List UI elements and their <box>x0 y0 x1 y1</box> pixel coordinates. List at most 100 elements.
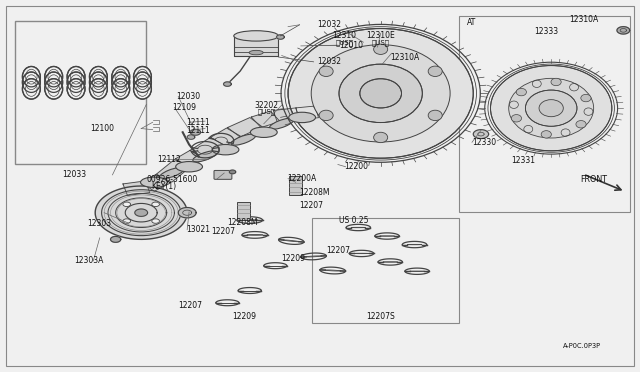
Ellipse shape <box>428 110 442 121</box>
Ellipse shape <box>269 118 294 129</box>
Polygon shape <box>273 108 300 122</box>
Ellipse shape <box>339 64 422 122</box>
Ellipse shape <box>234 31 278 41</box>
Text: 12310: 12310 <box>332 31 356 41</box>
Text: 12310A: 12310A <box>390 52 419 61</box>
Text: 12303: 12303 <box>87 219 111 228</box>
Polygon shape <box>473 130 488 138</box>
Polygon shape <box>141 174 170 191</box>
Text: 12109: 12109 <box>172 103 196 112</box>
Text: 〈US〉: 〈US〉 <box>372 39 390 46</box>
Ellipse shape <box>134 67 152 87</box>
Ellipse shape <box>581 94 591 102</box>
FancyBboxPatch shape <box>214 170 232 179</box>
Text: 12331: 12331 <box>511 156 536 165</box>
Text: 12032: 12032 <box>317 57 341 66</box>
Ellipse shape <box>67 72 85 92</box>
Text: 12030: 12030 <box>176 92 200 101</box>
Ellipse shape <box>67 79 85 99</box>
Bar <box>237 202 250 221</box>
Text: 12330: 12330 <box>472 138 496 147</box>
Ellipse shape <box>249 50 263 55</box>
Text: 12209: 12209 <box>232 312 256 321</box>
Ellipse shape <box>193 151 217 162</box>
Ellipse shape <box>112 72 130 92</box>
Text: 12303A: 12303A <box>74 256 104 265</box>
Ellipse shape <box>175 161 202 172</box>
Ellipse shape <box>141 177 168 187</box>
Text: 〈US〉: 〈US〉 <box>257 109 275 115</box>
Ellipse shape <box>45 72 63 92</box>
Ellipse shape <box>311 45 450 142</box>
Text: AT: AT <box>467 19 476 28</box>
Polygon shape <box>276 35 284 39</box>
Text: 12111: 12111 <box>186 118 210 127</box>
Polygon shape <box>187 135 195 139</box>
Text: 12100: 12100 <box>90 124 114 133</box>
Ellipse shape <box>374 44 388 54</box>
Ellipse shape <box>152 202 159 206</box>
Ellipse shape <box>541 131 552 138</box>
Polygon shape <box>223 82 231 86</box>
Polygon shape <box>178 208 196 218</box>
Polygon shape <box>617 27 630 34</box>
Ellipse shape <box>123 219 131 223</box>
Polygon shape <box>156 160 191 182</box>
Ellipse shape <box>212 144 239 155</box>
Bar <box>312 218 460 323</box>
Text: 12310E: 12310E <box>366 31 395 41</box>
Text: 12010: 12010 <box>339 41 363 50</box>
Ellipse shape <box>22 67 40 87</box>
Text: 12200A: 12200A <box>287 174 316 183</box>
Ellipse shape <box>250 127 277 137</box>
Ellipse shape <box>319 66 333 77</box>
Text: 〈US〉: 〈US〉 <box>335 39 353 46</box>
Bar <box>289 176 302 195</box>
Text: 12112: 12112 <box>157 155 181 164</box>
Ellipse shape <box>231 134 255 145</box>
Ellipse shape <box>516 89 527 96</box>
Bar <box>460 16 630 212</box>
Text: A-P0C.0P3P: A-P0C.0P3P <box>563 343 601 349</box>
Polygon shape <box>123 181 150 196</box>
Ellipse shape <box>428 66 442 77</box>
Ellipse shape <box>90 79 108 99</box>
Polygon shape <box>334 96 363 113</box>
Ellipse shape <box>319 110 333 121</box>
Polygon shape <box>211 128 241 146</box>
Ellipse shape <box>123 202 131 206</box>
Text: US 0.25: US 0.25 <box>339 216 369 225</box>
Ellipse shape <box>159 167 184 179</box>
Text: 00926-51600: 00926-51600 <box>147 175 198 184</box>
Ellipse shape <box>112 67 130 87</box>
Polygon shape <box>135 209 148 217</box>
Text: 32202: 32202 <box>254 101 278 110</box>
Polygon shape <box>228 118 262 137</box>
Polygon shape <box>111 236 121 242</box>
Ellipse shape <box>134 79 152 99</box>
Text: 12200: 12200 <box>344 162 368 171</box>
Bar <box>15 21 147 164</box>
Ellipse shape <box>490 65 612 151</box>
Ellipse shape <box>112 79 130 99</box>
Text: 12207: 12207 <box>326 246 350 255</box>
Ellipse shape <box>576 121 586 128</box>
Text: 12209: 12209 <box>282 254 306 263</box>
Text: 12111: 12111 <box>186 126 210 135</box>
Ellipse shape <box>22 72 40 92</box>
Polygon shape <box>229 170 236 174</box>
Ellipse shape <box>45 79 63 99</box>
Ellipse shape <box>90 72 108 92</box>
Bar <box>234 36 278 56</box>
Text: 12333: 12333 <box>534 26 558 36</box>
Ellipse shape <box>67 67 85 87</box>
Ellipse shape <box>539 100 563 117</box>
Polygon shape <box>190 129 200 135</box>
Ellipse shape <box>288 29 473 158</box>
Polygon shape <box>175 150 205 167</box>
Text: 12207: 12207 <box>300 201 324 210</box>
Ellipse shape <box>134 72 152 92</box>
Polygon shape <box>314 102 342 118</box>
Ellipse shape <box>374 132 388 142</box>
Polygon shape <box>190 138 225 158</box>
